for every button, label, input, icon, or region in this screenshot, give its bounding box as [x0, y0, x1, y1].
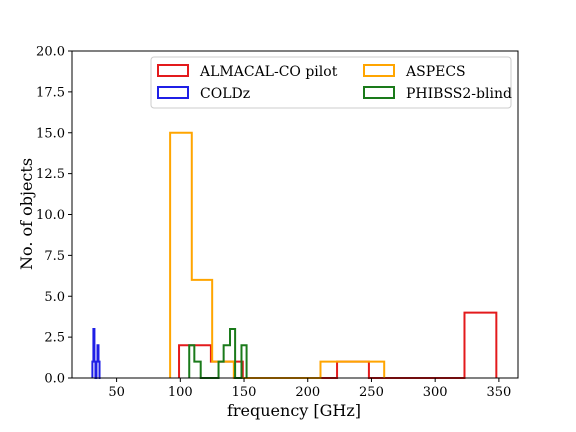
- legend-swatch-1: [157, 86, 189, 99]
- y-tick-label: 15.0: [36, 126, 65, 141]
- series-outline-3: [188, 327, 248, 379]
- x-tick-label: 50: [108, 385, 125, 400]
- y-tick-label: 12.5: [36, 167, 65, 182]
- legend-label-1: COLDz: [200, 86, 250, 102]
- y-tick-label: 10.0: [36, 208, 65, 223]
- y-tick-label: 2.5: [44, 331, 65, 346]
- series-outline-0: [178, 311, 498, 379]
- legend-swatch-3: [363, 86, 395, 99]
- legend-swatch-0: [157, 64, 189, 77]
- x-tick-label: 350: [486, 385, 511, 400]
- legend-label-3: PHIBSS2-blind: [406, 86, 512, 102]
- legend-label-0: ALMACAL-CO pilot: [199, 64, 338, 80]
- legend-swatch-2: [363, 64, 395, 77]
- legend-box: [150, 56, 512, 109]
- x-axis-label: frequency [GHz]: [227, 401, 361, 420]
- axes: 50 100 150 200 250 300 350 0.0 2.5 5.0 7.5 10.0 12.5…: [36, 45, 519, 400]
- x-tick-label: 150: [232, 385, 257, 400]
- series-outline-2: [169, 131, 386, 379]
- x-tick-label: 300: [423, 385, 448, 400]
- y-tick-label: 5.0: [44, 290, 65, 305]
- legend-label-2: ASPECS: [405, 64, 466, 80]
- y-tick-label: 17.5: [36, 85, 65, 100]
- y-tick-label: 0.0: [44, 372, 65, 387]
- x-tick-label: 100: [168, 385, 193, 400]
- plot-area: [91, 131, 498, 379]
- series-outline-1: [91, 327, 101, 379]
- y-axis-label: No. of objects: [17, 158, 36, 270]
- legend: ALMACAL-CO pilot COLDz ASPECS PHIBSS2-blind: [150, 56, 512, 109]
- x-tick-label: 250: [359, 385, 384, 400]
- y-tick-label: 7.5: [44, 249, 65, 264]
- x-tick-label: 200: [295, 385, 320, 400]
- y-tick-label: 20.0: [36, 45, 65, 60]
